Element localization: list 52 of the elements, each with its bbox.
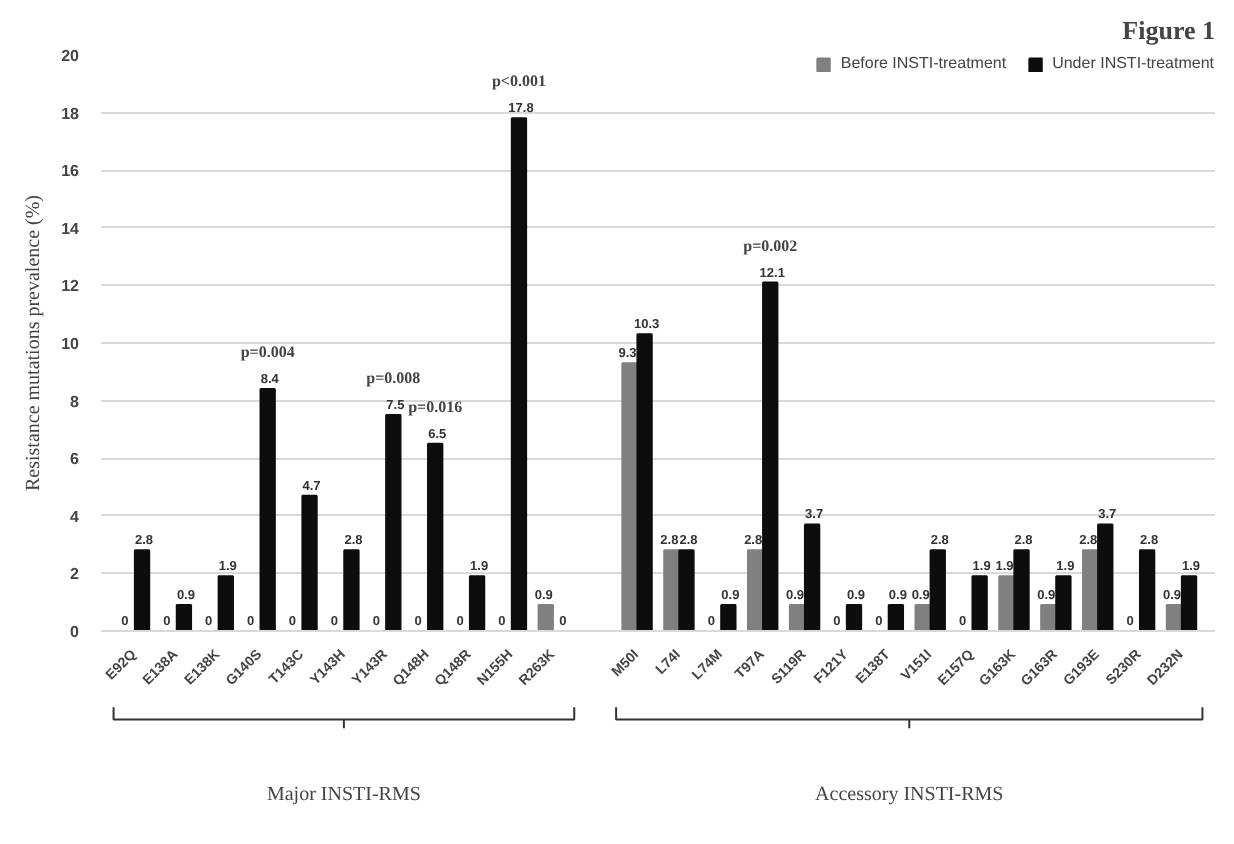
- y-tick-label: 4: [70, 507, 81, 526]
- bar: [385, 414, 402, 631]
- y-tick-label: 2: [70, 565, 81, 584]
- bar: [175, 604, 193, 631]
- y-tick-label: 16: [61, 162, 81, 181]
- bar: [468, 575, 486, 631]
- bar: [621, 362, 638, 631]
- bar: [343, 549, 360, 631]
- text: Major INSTI-RMS: [266, 784, 421, 807]
- y-tick-label: 0: [70, 623, 81, 641]
- bar: [971, 575, 988, 631]
- bar: [887, 604, 905, 631]
- bar: [537, 604, 554, 631]
- legend-label: Under INSTI-treatment: [1052, 54, 1214, 72]
- bar: [427, 442, 444, 631]
- bar: [663, 549, 680, 631]
- bar: [1055, 575, 1072, 631]
- bar: [1180, 575, 1198, 631]
- bar: [845, 604, 863, 631]
- y-tick-label: 8: [70, 392, 81, 411]
- bar: [1138, 549, 1156, 631]
- annotation: p=0.016: [408, 397, 463, 416]
- bar: [217, 575, 234, 631]
- y-axis-title: Resistance mutations prevalence (%): [23, 195, 46, 491]
- y-tick-label: 12: [61, 277, 81, 296]
- bar: [929, 549, 946, 631]
- y-tick-label: 14: [61, 219, 81, 238]
- text: Accessory INSTI-RMS: [815, 784, 1004, 807]
- bar: [510, 117, 528, 631]
- bar: [133, 549, 151, 631]
- bar: [1082, 549, 1099, 631]
- bar: [720, 604, 737, 631]
- annotation: p=0.004: [240, 343, 295, 362]
- bar: [1097, 523, 1114, 631]
- bar: [259, 388, 276, 631]
- y-tick-label: 20: [61, 47, 81, 65]
- bar: [678, 549, 695, 631]
- y-tick-label: 6: [70, 450, 81, 469]
- chart-title: Figure 1: [1122, 15, 1216, 45]
- legend-label: Before INSTI-treatment: [840, 54, 1007, 72]
- annotation: p=0.002: [743, 236, 798, 255]
- bar: [762, 281, 779, 631]
- bar: [1013, 549, 1030, 631]
- bar: [803, 523, 821, 631]
- annotation: p<0.001: [491, 72, 546, 91]
- y-tick-label: 10: [61, 335, 81, 353]
- bar: [747, 549, 764, 631]
- y-tick-label: 18: [61, 104, 81, 123]
- bar: [636, 333, 653, 631]
- annotation: p=0.008: [366, 369, 421, 387]
- bar: [301, 494, 318, 631]
- bar: [998, 575, 1015, 631]
